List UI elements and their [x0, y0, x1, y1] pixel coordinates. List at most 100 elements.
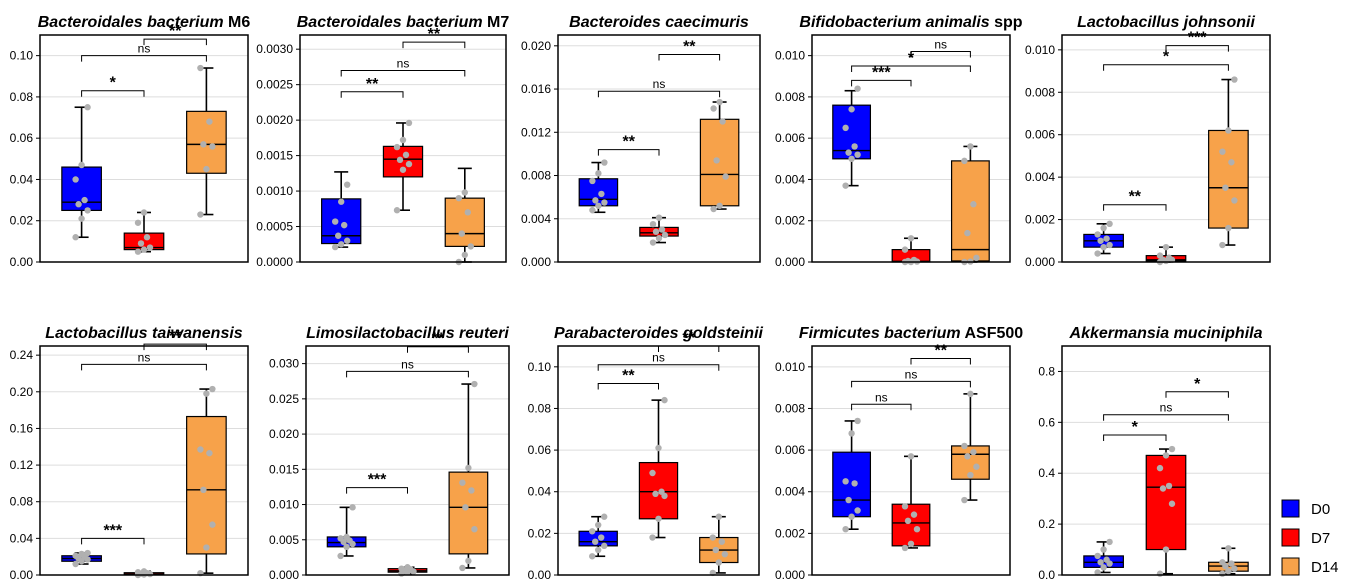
data-point	[589, 553, 596, 560]
data-point	[961, 442, 968, 450]
box-D0	[578, 178, 619, 207]
significance-bracket	[340, 69, 466, 77]
data-point	[84, 104, 91, 111]
plot-frame	[557, 34, 761, 263]
data-point	[1156, 252, 1164, 259]
data-point	[848, 155, 855, 163]
data-point	[658, 488, 665, 495]
data-point	[1103, 235, 1110, 242]
data-point	[462, 504, 469, 511]
data-point	[140, 209, 148, 216]
y-tick-label: 0.008	[775, 90, 805, 104]
y-tick-label: 0.00	[10, 568, 34, 581]
y-tick-label: 0.4	[1038, 466, 1055, 480]
data-point	[710, 205, 717, 213]
significance-label: **	[169, 328, 182, 345]
y-tick-label: 0.2	[1038, 517, 1055, 531]
y-tick-label: 0.004	[775, 485, 805, 499]
data-point	[84, 207, 91, 214]
data-point	[468, 487, 475, 494]
significance-label: *	[1194, 376, 1201, 393]
data-point	[393, 143, 401, 151]
data-point	[1100, 546, 1107, 553]
data-point	[471, 526, 478, 533]
significance-label: ns	[401, 357, 414, 371]
box-D14	[444, 197, 485, 247]
data-point	[913, 526, 921, 533]
data-point	[848, 430, 855, 437]
data-point	[72, 560, 79, 568]
data-point	[399, 166, 407, 173]
chart-panel-9: Firmicutes bacterium ASF500 0.000 0.002 0.0…	[775, 325, 1023, 581]
data-point	[459, 479, 466, 486]
y-tick-label: 0.016	[521, 82, 551, 96]
data-point	[710, 105, 717, 112]
data-point	[197, 446, 204, 453]
data-point	[465, 464, 472, 472]
data-point	[1156, 570, 1164, 577]
significance-bracket	[81, 90, 145, 97]
data-point	[595, 521, 602, 529]
chart-title-italic: Bacteroides caecimuris	[569, 14, 749, 31]
data-point	[910, 511, 918, 518]
data-point	[203, 390, 210, 397]
data-point	[589, 177, 596, 185]
data-point	[592, 538, 599, 545]
y-tick-label: 0.006	[1025, 128, 1055, 142]
chart-panel-7: Limosilactobacillus reuteri 0.000 0.005 0.0…	[269, 325, 510, 581]
data-point	[970, 448, 977, 456]
significance-label: **	[683, 38, 696, 55]
significance-bracket	[1165, 391, 1229, 398]
box-D14	[186, 415, 227, 555]
data-point	[848, 106, 855, 113]
data-point	[471, 380, 478, 388]
significance-bracket	[597, 90, 721, 98]
data-point	[1219, 559, 1226, 566]
data-point	[854, 417, 861, 425]
chart-title: Bifidobacterium animalis spp	[799, 14, 1022, 31]
data-point	[595, 170, 602, 177]
significance-bracket	[81, 55, 207, 62]
data-point	[649, 534, 656, 541]
data-point	[134, 569, 142, 576]
data-point	[1100, 243, 1107, 251]
data-point	[1231, 76, 1238, 83]
y-tick-label: 0.0010	[256, 184, 293, 198]
data-point	[907, 540, 915, 547]
data-point	[842, 182, 849, 189]
significance-label: *	[1132, 419, 1139, 436]
data-point	[961, 157, 968, 165]
y-tick-label: 0.004	[521, 212, 551, 226]
y-tick-label: 0.020	[521, 39, 551, 53]
y-tick-label: 0.10	[528, 360, 552, 374]
chart-title-italic: Lactobacillus taiwanensis	[45, 325, 243, 342]
data-point	[854, 85, 861, 92]
y-tick-label: 0.010	[775, 49, 805, 63]
data-point	[901, 503, 909, 510]
significance-bracket	[597, 364, 720, 371]
data-point	[203, 544, 210, 551]
data-point	[203, 165, 210, 173]
data-point	[1168, 500, 1176, 507]
data-point	[1097, 559, 1104, 566]
significance-label: ns	[1160, 401, 1173, 415]
data-point	[332, 218, 339, 225]
data-point	[661, 396, 668, 404]
significance-label: **	[934, 342, 947, 359]
data-point	[72, 176, 79, 183]
data-point	[715, 559, 722, 566]
data-point	[964, 229, 971, 237]
data-point	[200, 141, 207, 148]
y-tick-label: 0.0000	[256, 255, 293, 269]
significance-label: **	[432, 331, 445, 348]
data-point	[337, 535, 344, 542]
legend: D0 D7 D14	[1281, 499, 1339, 576]
significance-label: ns	[397, 56, 410, 70]
y-tick-label: 0.08	[10, 495, 34, 509]
significance-bracket	[851, 380, 971, 388]
data-point	[399, 136, 407, 144]
data-point	[842, 478, 849, 485]
chart-title-italic: Limosilactobacillus reuteri	[306, 325, 509, 342]
y-tick-label: 0.12	[10, 458, 34, 472]
significance-bracket	[346, 370, 469, 378]
